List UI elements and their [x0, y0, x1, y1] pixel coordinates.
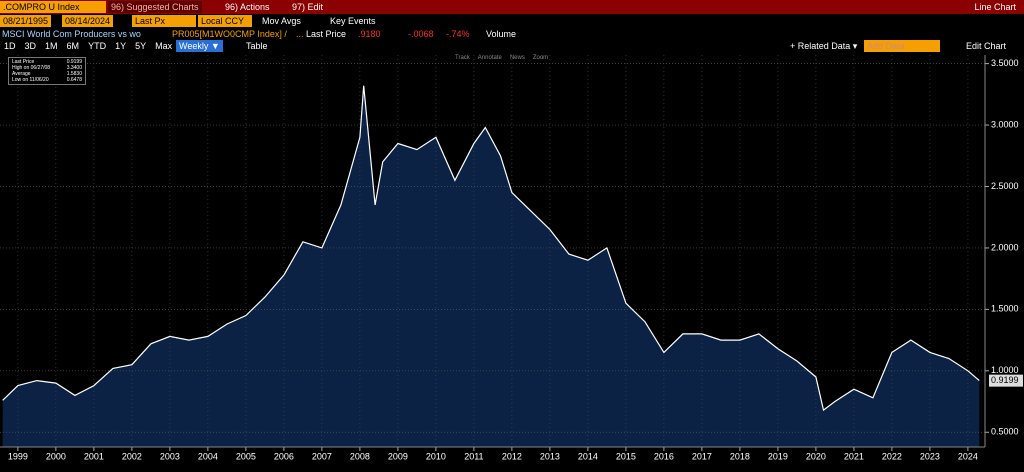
period-button[interactable]: 6M — [66, 41, 80, 51]
legend-label: High on 06/27/08 — [12, 65, 51, 71]
mov-avgs[interactable]: Mov Avgs — [262, 16, 301, 26]
chart: 0.5000 1.0000 1.5000 2.0000 2.5000 3.0000 3.50… — [0, 55, 1023, 461]
add-data[interactable]: Add Data — [864, 40, 940, 52]
period-button[interactable]: YTD — [88, 41, 107, 51]
y-tick-label: 2.0000 — [991, 242, 1019, 252]
y-tick-label: 0.5000 — [991, 427, 1019, 437]
x-tick-label: 1999 — [8, 451, 28, 461]
legend-row: Last Price 0.9199 — [12, 59, 82, 65]
x-tick-label: 2001 — [84, 451, 104, 461]
y-tick-label: 1.5000 — [991, 304, 1019, 314]
currency[interactable]: Local CCY — [198, 15, 252, 27]
x-tick-label: 2020 — [806, 451, 826, 461]
x-tick-label: 2022 — [882, 451, 902, 461]
tool[interactable]: Annotate — [477, 55, 502, 61]
x-tick-label: 2003 — [160, 451, 180, 461]
legend: Last Price 0.9199 High on 06/27/08 3.3400 Av… — [8, 57, 86, 85]
x-tick-label: 2008 — [350, 451, 370, 461]
line — [2, 85, 980, 412]
x-tick-label: 2023 — [920, 451, 940, 461]
volume: Volume — [486, 29, 517, 39]
legend-row: High on 06/27/08 3.3400 — [12, 65, 82, 71]
change: -.0068 — [408, 29, 434, 39]
legend-label: Average — [12, 71, 31, 77]
x-tick-label: 2024 — [958, 451, 978, 461]
y-tick-label: 1.0000 — [991, 365, 1019, 375]
start-date[interactable]: 08/21/1995 — [0, 15, 52, 27]
legend-label: Last Price — [12, 59, 35, 65]
tool[interactable]: Zoom — [532, 55, 549, 61]
end-date[interactable]: 08/14/2024 — [62, 15, 114, 27]
x-tick-label: 2002 — [122, 451, 142, 461]
periods: 1D 3D 1M 6M YTD 1Y 5Y Max — [4, 40, 181, 52]
x-tick-label: 2007 — [312, 451, 332, 461]
last-value-label: 0.9199 — [991, 375, 1019, 385]
formula: PR005[M1WO0CMP Index] / — [172, 29, 287, 39]
last-value-box — [989, 374, 1023, 387]
area — [2, 85, 980, 447]
security-name: MSCI World Com Producers vs wo — [2, 29, 141, 39]
period-button[interactable]: 3D — [24, 41, 37, 51]
x-tick-label: 2000 — [46, 451, 66, 461]
period-button[interactable]: 1M — [45, 41, 58, 51]
y-tick-label: 3.0000 — [991, 119, 1019, 129]
tool[interactable]: News — [509, 55, 525, 61]
x-tick-label: 2015 — [616, 451, 636, 461]
table[interactable]: Table — [246, 41, 268, 51]
x-tick-label: 2006 — [274, 451, 294, 461]
period-button[interactable]: 5Y — [135, 41, 147, 51]
title-bar — [0, 0, 1024, 14]
pct-change: -.74% — [446, 29, 470, 39]
legend-value: 1.5830 — [66, 71, 82, 77]
y-tick-label: 2.5000 — [991, 181, 1019, 191]
legend-value: 0.6478 — [66, 77, 82, 83]
field[interactable]: Last Px — [132, 15, 196, 27]
x-tick-label: 2012 — [502, 451, 522, 461]
price-label: Last Price — [306, 29, 347, 39]
x-tick-label: 2013 — [540, 451, 560, 461]
related[interactable]: + Related Data ▾ — [790, 41, 858, 51]
legend-value: 0.9199 — [66, 59, 82, 65]
actions[interactable]: 96) Actions — [225, 2, 270, 12]
x-tick-label: 2004 — [198, 451, 218, 461]
tool[interactable]: Track — [455, 55, 470, 61]
x-tick-label: 2010 — [426, 451, 446, 461]
x-tick-label: 2011 — [464, 451, 483, 461]
x-tick-label: 2009 — [388, 451, 408, 461]
frequency[interactable]: Weekly ▼ — [176, 40, 223, 52]
x-tick-label: 2019 — [768, 451, 788, 461]
edit-chart[interactable]: Edit Chart — [966, 41, 1007, 51]
view: Line Chart — [974, 2, 1016, 12]
legend-value: 3.3400 — [66, 65, 82, 71]
more: ... — [296, 29, 304, 39]
suggested[interactable]: 96) Suggested Charts — [108, 1, 202, 13]
x-tick-label: 2017 — [692, 451, 712, 461]
edit[interactable]: 97) Edit — [292, 2, 324, 12]
period-button[interactable]: Max — [155, 41, 173, 51]
tools: Track Annotate News Zoom — [455, 52, 556, 64]
legend-row: Average 1.5830 — [12, 71, 82, 77]
legend-label: Low on 11/06/20 — [12, 77, 49, 83]
ticker[interactable]: .COMPRO U Index — [0, 1, 106, 13]
period-button[interactable]: 1D — [4, 41, 16, 51]
x-tick-label: 2005 — [236, 451, 256, 461]
x-tick-label: 2016 — [654, 451, 674, 461]
y-tick-label: 3.5000 — [991, 58, 1019, 68]
period-button[interactable]: 1Y — [115, 41, 127, 51]
x-tick-label: 2018 — [730, 451, 750, 461]
price: .9180 — [358, 29, 381, 39]
key-events[interactable]: Key Events — [330, 16, 376, 26]
x-tick-label: 2021 — [844, 451, 864, 461]
x-tick-label: 2014 — [578, 451, 598, 461]
legend-row: Low on 11/06/20 0.6478 — [12, 77, 82, 83]
